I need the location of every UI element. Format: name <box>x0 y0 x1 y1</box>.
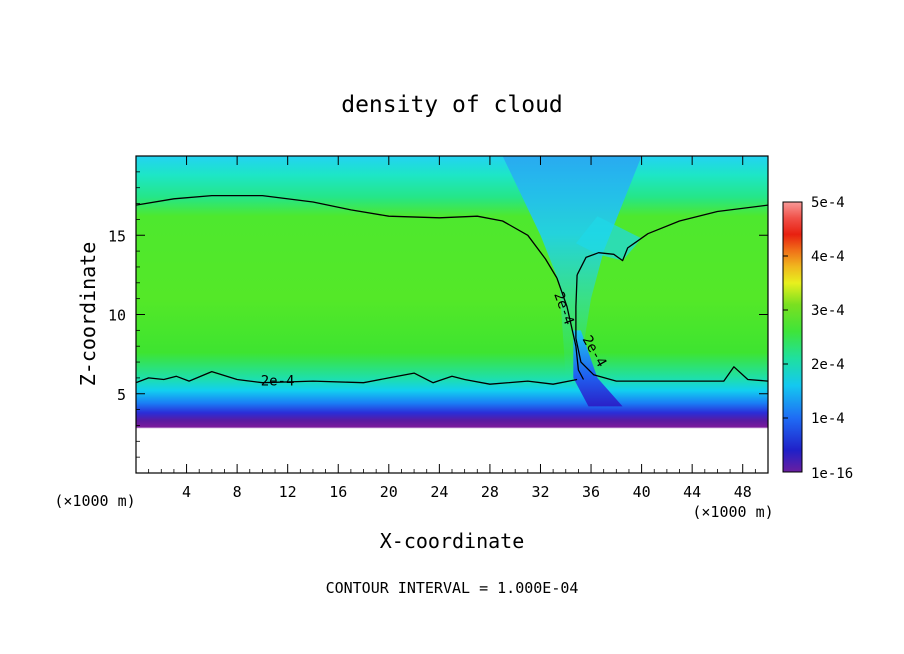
colorbar-tick-label: 1e-4 <box>811 411 845 427</box>
anvil-notch <box>575 216 642 261</box>
x-tick-label: 12 <box>279 483 297 501</box>
x-unit-label-right: (×1000 m) <box>692 503 773 521</box>
y-tick-label: 5 <box>117 386 126 404</box>
updraft-stem <box>573 330 623 407</box>
contour-interval-footer: CONTOUR INTERVAL = 1.000E-04 <box>326 579 579 597</box>
x-tick-label: 8 <box>233 483 242 501</box>
contour-label: 2e-4 <box>261 373 295 389</box>
colorbar-scale <box>782 201 803 473</box>
colorbar-tick-label: 2e-4 <box>811 357 845 373</box>
contour-2e-4-upper-left <box>136 194 558 279</box>
contour-lines <box>136 194 768 385</box>
updraft-plume <box>502 156 642 378</box>
x-tick-label: 16 <box>329 483 347 501</box>
colorbar-tick-label: 5e-4 <box>811 195 845 211</box>
density-background <box>136 156 768 473</box>
x-unit-label-left: (×1000 m) <box>54 492 135 510</box>
colorbar-min-label: 1e-16 <box>811 466 853 482</box>
density-field <box>136 156 768 473</box>
colorbar-ticks: 1e-4 2e-4 3e-4 4e-4 5e-4 <box>783 195 845 427</box>
contour-2e-4-throat-right <box>575 274 768 382</box>
x-tick-label: 20 <box>380 483 398 501</box>
contour-2e-4-upper-right <box>576 204 768 276</box>
y-tick-label: 10 <box>108 307 126 325</box>
colorbar-tick-label: 4e-4 <box>811 249 845 265</box>
x-tick-label: 4 <box>182 483 191 501</box>
x-tick-label: 36 <box>582 483 600 501</box>
x-axis-ticks: 4 8 12 16 20 24 28 32 36 40 44 48 <box>148 156 756 501</box>
x-tick-label: 32 <box>531 483 549 501</box>
y-axis-label: Z-coordinate <box>76 242 100 387</box>
x-tick-label: 40 <box>633 483 651 501</box>
contour-2e-4-lower <box>136 370 578 385</box>
contour-2e-4-throat-left <box>556 277 585 380</box>
x-tick-label: 48 <box>734 483 752 501</box>
y-tick-label: 15 <box>108 227 126 245</box>
colorbar-tick-label: 3e-4 <box>811 303 845 319</box>
x-tick-label: 44 <box>683 483 701 501</box>
chart-title: density of cloud <box>341 92 563 118</box>
colorbar: 1e-4 2e-4 3e-4 4e-4 5e-4 1e-16 <box>782 195 853 482</box>
x-tick-label: 24 <box>430 483 448 501</box>
x-tick-label: 28 <box>481 483 499 501</box>
y-axis-ticks: 5 10 15 <box>108 171 768 458</box>
x-axis-label: X-coordinate <box>380 529 525 553</box>
